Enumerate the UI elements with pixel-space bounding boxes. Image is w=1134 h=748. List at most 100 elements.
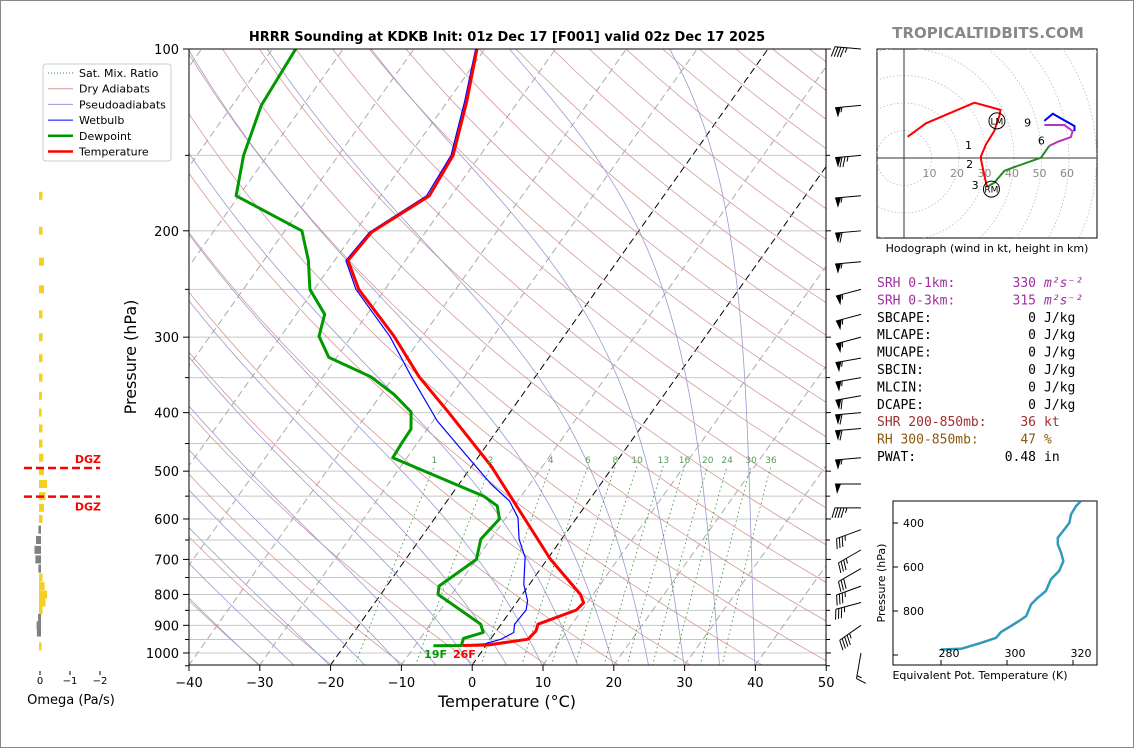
param-label: MLCAPE: (877, 328, 932, 343)
dry-adiabat-line (189, 53, 826, 622)
barb-staff (835, 313, 862, 322)
barb-staff (835, 602, 862, 610)
hodograph-caption: Hodograph (wind in kt, height in km) (886, 242, 1089, 255)
x-tick-label: −40 (175, 676, 202, 691)
omega-bar-downward (36, 621, 41, 630)
barb-full (841, 638, 846, 649)
barb-half (840, 263, 843, 269)
barb-flag (835, 157, 842, 168)
mixing-ratio-line (699, 465, 752, 665)
omega-bar-upward (39, 285, 44, 294)
param-label: SRH 0-3km: (877, 293, 955, 308)
omega-bar-downward (36, 535, 41, 544)
omega-bar-upward (39, 373, 43, 382)
omega-bar-upward (39, 479, 47, 488)
hodograph-segment-6-9km (1044, 124, 1074, 147)
skewt-background-lines (189, 49, 826, 665)
pseudoadiabat-line (189, 526, 330, 665)
barb-full (846, 634, 851, 646)
wind-barb (836, 585, 862, 606)
omega-panel: DGZ DGZ 0 −1 −2 (24, 191, 107, 687)
theta-e-line (940, 501, 1082, 651)
barb-flag (835, 430, 842, 441)
param-row: SBCAPE: 0 J/kg (877, 311, 1075, 326)
dry-adiabat-line (189, 291, 620, 665)
omega-bar-upward (39, 582, 45, 591)
wind-barb (835, 395, 862, 410)
param-row: RH 300-850mb: 47% (877, 433, 1052, 448)
wind-barb (835, 412, 862, 425)
dry-adiabat-line (332, 49, 826, 473)
y-tick-label: 600 (154, 513, 179, 528)
x-tick-label: −30 (246, 676, 273, 691)
barb-flag (835, 263, 842, 274)
x-tick-label: 20 (606, 676, 623, 691)
barb-flag (835, 399, 842, 410)
omega-bar-downward (38, 525, 41, 534)
barb-full (836, 594, 838, 606)
barb-full (843, 559, 847, 571)
barb-flag (835, 107, 842, 118)
dgz-label: DGZ (75, 453, 101, 466)
param-value: 0.48 (1005, 450, 1036, 465)
mixing-ratio-label: 13 (658, 456, 669, 466)
barb-half (845, 507, 848, 513)
isotherm-line (189, 49, 556, 567)
dry-adiabat-line (189, 600, 261, 665)
skewt-frame (188, 48, 827, 666)
barb-full (836, 47, 842, 58)
wind-barb (835, 230, 862, 243)
x-tick-label: 0 (468, 676, 476, 691)
y-axis-label: Pressure (hPa) (121, 300, 140, 415)
barb-flag (835, 381, 842, 392)
barb-staff (835, 46, 862, 50)
barb-staff (839, 624, 862, 641)
param-row: SHR 200-850mb: 36 kt (877, 415, 1060, 430)
mixing-ratio-line (415, 465, 491, 665)
theta-e-panel: 400 600 800 280 300 320 (892, 500, 1098, 666)
hodograph-segment-0-3km (907, 101, 1002, 188)
storm-motion-label: LM (991, 117, 1004, 127)
isotherm-line (471, 165, 826, 665)
hodograph-height-label: 2 (966, 158, 973, 171)
omega-bar-upward (39, 439, 43, 448)
mixing-ratio-label: 10 (631, 456, 643, 466)
omega-bar-upward (39, 310, 43, 319)
barb-full (840, 398, 843, 410)
omega-bar-downward (38, 564, 41, 573)
hodograph-ring-label: 10 (923, 167, 937, 180)
omega-bar-upward (39, 424, 43, 433)
omega-bar-upward (39, 606, 43, 615)
mixing-ratio-line (521, 465, 589, 665)
wind-barb (837, 549, 862, 574)
omega-bar-upward (39, 598, 46, 607)
y-tick-label: 400 (154, 407, 179, 422)
param-row: SRH 0-3km: 315 m²s⁻² (877, 293, 1083, 308)
wind-barb (830, 46, 862, 58)
barb-full (839, 430, 843, 441)
pseudoadiabat-line (189, 449, 401, 665)
barb-flag (835, 294, 842, 306)
param-label: SRH 0-1km: (877, 276, 955, 291)
barb-full (837, 581, 842, 592)
param-unit: J/kg (1044, 363, 1075, 378)
omega-bar-upward (39, 333, 43, 342)
pseudoadiabat-line (189, 356, 472, 665)
omega-bar-upward (39, 191, 43, 200)
barb-full (838, 537, 841, 549)
mixing-ratio-label: 2 (488, 456, 494, 466)
hodograph-height-label: 9 (1024, 116, 1031, 129)
wind-barb (835, 377, 862, 392)
barb-flag (835, 459, 842, 470)
wind-barb (836, 529, 862, 550)
param-value: 0 (1028, 311, 1036, 326)
legend-label: Pseudoadiabats (79, 98, 166, 111)
barb-full (838, 593, 841, 605)
hodograph-ring-label: 60 (1060, 167, 1074, 180)
x-tick-label: −10 (388, 676, 415, 691)
omega-bar-upward (39, 226, 43, 235)
barb-full (839, 156, 843, 168)
barb-staff (835, 412, 862, 416)
